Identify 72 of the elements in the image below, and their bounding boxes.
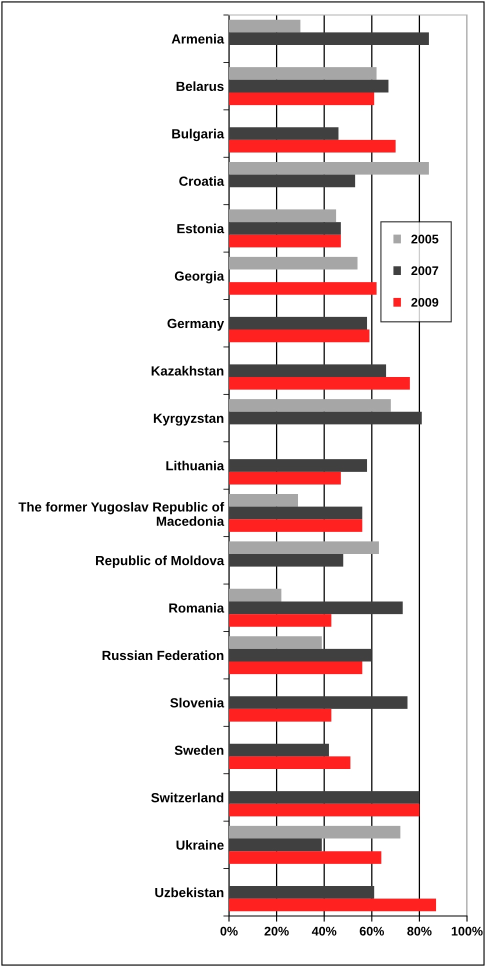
x-tick-label: 100%: [452, 926, 483, 936]
bar: [229, 92, 374, 106]
bar: [229, 636, 322, 649]
bar: [229, 696, 408, 709]
y-tick-label: Sweden: [174, 745, 224, 755]
bar: [229, 554, 344, 567]
bar: [229, 127, 338, 140]
bar: [229, 282, 377, 295]
bar: [229, 851, 382, 864]
y-tick-label: Russian Federation: [102, 650, 224, 660]
bar: [229, 162, 429, 175]
y-tick-label: Switzerland: [151, 792, 224, 802]
bar: [229, 614, 332, 627]
bar: [229, 886, 374, 899]
legend-label: 2007: [411, 266, 438, 276]
bar: [229, 756, 350, 769]
bar: [229, 399, 391, 412]
bar: [229, 601, 403, 614]
bar: [229, 20, 300, 32]
y-tick-label: Kazakhstan: [152, 366, 224, 376]
bar: [229, 364, 386, 377]
y-tick-label: Uzbekistan: [155, 888, 224, 898]
bar: [229, 898, 436, 912]
bar: [229, 494, 298, 507]
y-tick-label: Belarus: [176, 81, 224, 92]
bar: [229, 330, 370, 342]
bar: [229, 506, 362, 520]
bar: [229, 541, 379, 554]
x-tick-label: 60%: [360, 926, 384, 936]
y-tick-label: Romania: [169, 602, 224, 613]
y-tick-label: Georgia: [174, 271, 224, 284]
y-tick-label: Kyrgyzstan: [154, 414, 224, 426]
bar: [229, 804, 420, 816]
x-tick-label: 80%: [407, 926, 432, 936]
bar: [229, 588, 282, 602]
bar: [229, 80, 388, 92]
x-tick-label: 40%: [312, 926, 336, 936]
bar: [229, 316, 368, 330]
bar: [229, 459, 368, 472]
bar: [229, 67, 377, 80]
bar: [229, 472, 341, 484]
y-tick-label: Armenia: [172, 34, 224, 44]
bar: [229, 744, 329, 756]
bar: [229, 826, 400, 839]
y-tick-label: Republic of Moldova: [96, 556, 224, 568]
y-tick-label: Bulgaria: [172, 128, 224, 142]
x-tick-label: 0%: [220, 926, 238, 936]
bar: [229, 838, 322, 852]
bar: [229, 519, 362, 532]
bar: [229, 412, 422, 424]
y-tick-label: Ukraine: [176, 840, 224, 850]
bar: [229, 708, 332, 722]
bar: [229, 376, 410, 390]
bar: [229, 648, 372, 662]
bar: [229, 32, 429, 46]
bar: [229, 234, 341, 248]
bar: [229, 791, 420, 804]
y-tick-label: Lithuania: [166, 460, 224, 470]
bar: [229, 174, 356, 188]
bar: [229, 256, 358, 270]
y-tick-label: Estonia: [177, 224, 224, 234]
bar: [229, 140, 396, 153]
bar: [229, 222, 341, 235]
x-tick-label: 20%: [264, 926, 289, 936]
bar: [229, 209, 336, 222]
y-tick-label: Germany: [167, 318, 224, 331]
y-tick-label: Slovenia: [170, 698, 224, 708]
y-tick-label: Croatia: [179, 176, 224, 186]
legend-label: 2009: [411, 298, 438, 307]
legend-label: 2005: [411, 234, 438, 244]
y-tick-label: The former Yugoslav Republic of Macedonia: [18, 502, 224, 526]
bar: [229, 662, 362, 674]
